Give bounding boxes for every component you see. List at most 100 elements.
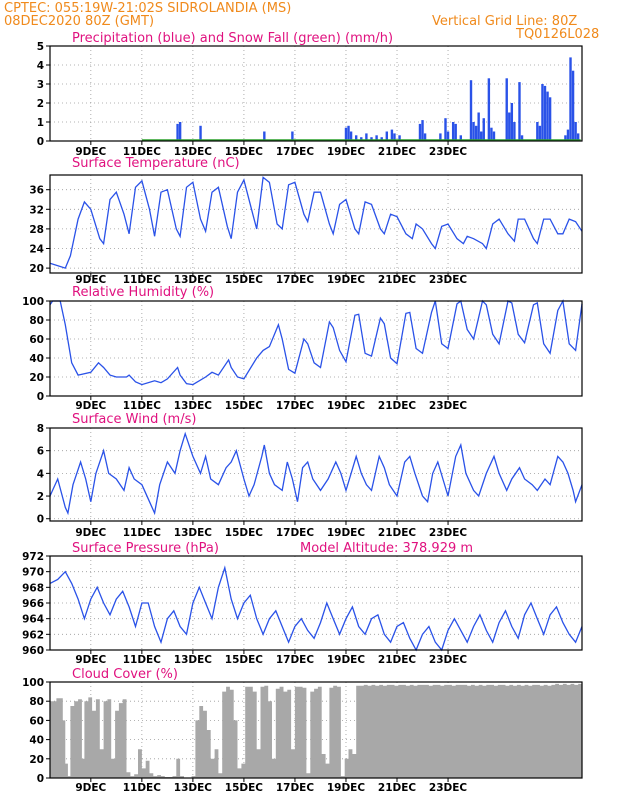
y-tick-label: 970: [22, 567, 44, 579]
precip-bar: [451, 122, 455, 141]
plot-frame: [49, 555, 583, 651]
y-tick-label: 6: [37, 446, 44, 458]
y-tick-label: 972: [22, 551, 44, 563]
x-tick-label: 23DEC: [429, 527, 468, 539]
y-tick-label: 60: [29, 715, 44, 727]
x-tick-label: 15DEC: [225, 400, 264, 412]
x-tick-label: 21DEC: [378, 400, 417, 412]
y-tick-label: 0: [37, 136, 44, 148]
x-tick-label: 21DEC: [378, 274, 417, 286]
y-tick-label: 100: [22, 677, 44, 689]
x-tick-label: 23DEC: [429, 654, 468, 666]
y-tick-label: 968: [22, 582, 44, 594]
y-tick-label: 1: [37, 117, 44, 129]
plot-frame: [49, 174, 583, 274]
y-tick-label: 0: [37, 773, 44, 785]
precip-bar: [569, 57, 572, 141]
precip-bar: [291, 131, 294, 141]
y-tick-label: 40: [29, 353, 44, 365]
precip-bar: [365, 133, 368, 141]
panel-title: Precipitation (blue) and Snow Fall (gree…: [72, 31, 393, 46]
y-tick-label: 60: [29, 334, 44, 346]
x-tick-label: 11DEC: [123, 146, 162, 158]
precip-bar: [439, 133, 442, 141]
precip-bar: [543, 85, 547, 141]
precip-bar: [375, 135, 378, 141]
precip-bar: [508, 112, 511, 141]
panel-5: Cloud Cover (%) 9DEC 11DEC 13DEC 15DEC 17DEC 1…: [22, 667, 583, 794]
plot-frame: [49, 427, 583, 522]
x-tick-label: 13DEC: [174, 274, 213, 286]
x-tick-label: 15DEC: [225, 274, 264, 286]
plot-frame: [49, 300, 583, 397]
x-tick-label: 17DEC: [276, 146, 315, 158]
series-line: [49, 565, 583, 652]
precip-bar: [482, 118, 485, 141]
y-tick-label: 4: [37, 468, 44, 480]
plot-frame: [49, 681, 583, 779]
precip-bar: [347, 125, 350, 141]
x-tick-label: 9DEC: [75, 654, 106, 666]
x-tick-label: 13DEC: [174, 654, 213, 666]
precip-bar: [538, 125, 542, 141]
x-tick-label: 23DEC: [429, 782, 468, 794]
precip-bar: [576, 133, 580, 141]
precip-bar: [349, 131, 353, 141]
x-tick-label: 9DEC: [75, 400, 106, 412]
header-location: CPTEC: 055:19W-21:02S SIDROLANDIA (MS): [4, 1, 291, 16]
precip-bar: [444, 118, 447, 141]
y-tick-label: 2: [37, 491, 44, 503]
y-tick-label: 966: [22, 598, 44, 610]
y-tick-label: 80: [29, 315, 44, 327]
y-tick-label: 20: [29, 754, 44, 766]
x-tick-label: 11DEC: [123, 274, 162, 286]
precip-bar: [510, 103, 514, 141]
panel-3: Surface Wind (m/s) 9DEC 11DEC 13DEC 15DEC 17D…: [37, 412, 583, 539]
x-tick-label: 17DEC: [276, 782, 315, 794]
precip-bar: [492, 131, 496, 141]
x-tick-label: 15DEC: [225, 146, 264, 158]
precip-bar: [459, 135, 463, 141]
x-tick-label: 11DEC: [123, 527, 162, 539]
precip-bar: [344, 127, 348, 141]
precip-bar: [520, 135, 524, 141]
header-grid-line: Vertical Grid Line: 80Z: [432, 14, 577, 29]
precip-bar: [360, 137, 363, 141]
x-tick-label: 17DEC: [276, 527, 315, 539]
panel-1: Surface Temperature (nC) 9DEC 11DEC 13DEC 15…: [29, 156, 583, 286]
x-tick-label: 17DEC: [276, 400, 315, 412]
panel-title: Surface Pressure (hPa): [72, 541, 219, 556]
precip-bar: [546, 91, 549, 141]
x-tick-label: 11DEC: [123, 782, 162, 794]
x-tick-label: 23DEC: [429, 400, 468, 412]
precip-bar: [421, 120, 424, 141]
header-date: 08DEC2020 80Z (GMT): [4, 14, 154, 29]
panel-4: Surface Pressure (hPa) Model Altitude: 37…: [22, 541, 583, 666]
precip-bar: [474, 125, 478, 141]
x-tick-label: 15DEC: [225, 527, 264, 539]
y-tick-label: 36: [29, 185, 44, 197]
precip-bar: [418, 123, 422, 141]
x-tick-label: 13DEC: [174, 782, 213, 794]
x-tick-label: 23DEC: [429, 146, 468, 158]
precip-bar: [490, 127, 493, 141]
y-tick-label: 4: [37, 60, 44, 72]
precip-bar: [571, 70, 575, 141]
y-tick-label: 28: [29, 224, 44, 236]
y-tick-label: 32: [29, 204, 44, 216]
precip-bar: [370, 137, 373, 141]
x-tick-label: 19DEC: [327, 274, 366, 286]
x-tick-label: 13DEC: [174, 400, 213, 412]
y-tick-label: 964: [22, 614, 44, 626]
precip-bar: [385, 131, 389, 141]
precip-bar: [263, 131, 266, 141]
x-tick-label: 19DEC: [327, 782, 366, 794]
x-tick-label: 13DEC: [174, 527, 213, 539]
precip-bar: [199, 125, 202, 141]
x-tick-label: 21DEC: [378, 527, 417, 539]
y-tick-label: 80: [29, 696, 44, 708]
cloud-cover-area: [50, 683, 582, 778]
panel-2: Relative Humidity (%) 9DEC 11DEC 13DEC 15DEC…: [22, 285, 583, 412]
precip-bar: [398, 135, 401, 141]
